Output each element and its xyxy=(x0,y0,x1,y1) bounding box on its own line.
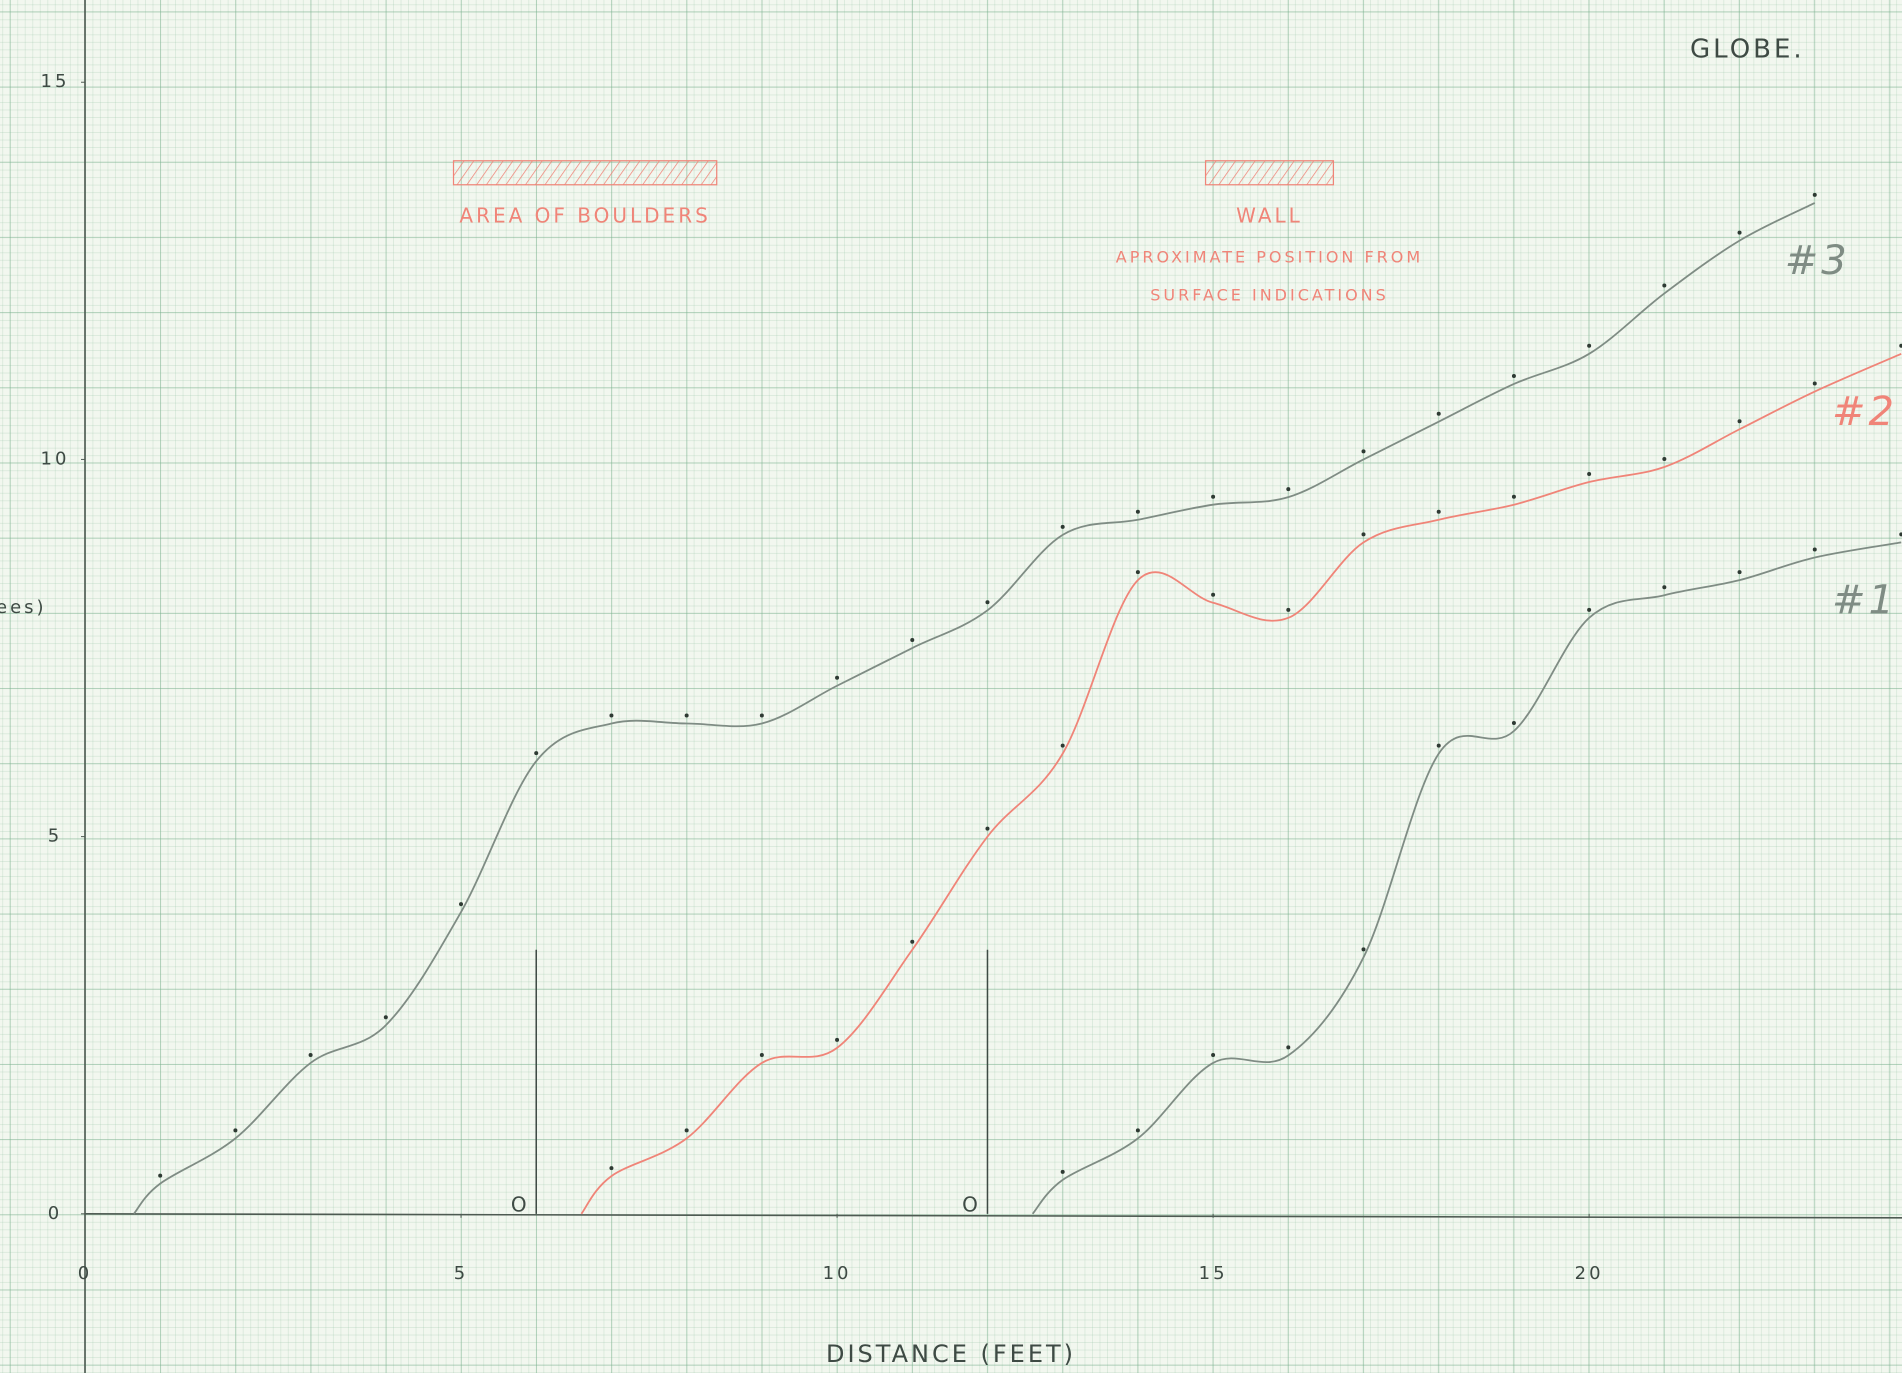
data-point xyxy=(910,940,914,944)
data-point xyxy=(1061,744,1065,748)
reference-label: O xyxy=(511,1192,530,1216)
data-point xyxy=(309,1053,313,1057)
y-tick-label: 10 xyxy=(41,448,70,469)
x-tick-label: 20 xyxy=(1575,1263,1604,1284)
data-point xyxy=(985,827,989,831)
data-point xyxy=(1211,1053,1215,1057)
data-point xyxy=(1136,1128,1140,1132)
data-point xyxy=(233,1128,237,1132)
data-point xyxy=(760,1053,764,1057)
data-point xyxy=(1211,495,1215,499)
x-axis xyxy=(85,1214,1902,1218)
series-label: #1 xyxy=(1832,577,1897,623)
region-hatch xyxy=(1206,161,1334,185)
data-point xyxy=(1662,585,1666,589)
data-point xyxy=(1813,382,1817,386)
series-line xyxy=(1033,542,1902,1213)
data-point xyxy=(384,1015,388,1019)
data-point xyxy=(1061,1170,1065,1174)
data-point xyxy=(1512,495,1516,499)
y-axis-label: ees) xyxy=(0,597,47,618)
x-tick-label: 5 xyxy=(454,1263,468,1284)
data-point xyxy=(1211,593,1215,597)
data-point xyxy=(609,1166,613,1170)
data-point xyxy=(1587,472,1591,476)
data-point xyxy=(1738,570,1742,574)
x-axis-label: DISTANCE (FEET) xyxy=(826,1340,1076,1368)
data-point xyxy=(609,713,613,717)
data-point xyxy=(1362,947,1366,951)
data-point xyxy=(1437,510,1441,514)
data-point xyxy=(1136,570,1140,574)
y-tick-label: 0 xyxy=(48,1203,62,1224)
reference-label: O xyxy=(962,1192,981,1216)
series-label: #3 xyxy=(1785,238,1850,284)
x-tick-label: 15 xyxy=(1199,1263,1228,1284)
page: GLOBE. DISTANCE (FEET) ees) 0 5 10 15 20 0 5 10… xyxy=(0,0,1902,1373)
chart: GLOBE. DISTANCE (FEET) ees) 0 5 10 15 20 0 5 10… xyxy=(0,0,1902,1373)
data-point xyxy=(1437,744,1441,748)
data-point xyxy=(534,751,538,755)
series-label: #2 xyxy=(1832,389,1897,435)
data-point xyxy=(1587,344,1591,348)
chart-title: GLOBE. xyxy=(1690,35,1805,65)
data-point xyxy=(1286,608,1290,612)
data-point xyxy=(1662,457,1666,461)
y-tick-label: 5 xyxy=(48,826,62,847)
data-point xyxy=(985,600,989,604)
region-label: WALL xyxy=(1236,203,1303,227)
data-point xyxy=(1362,449,1366,453)
data-point xyxy=(835,676,839,680)
data-point xyxy=(760,713,764,717)
data-point xyxy=(1813,193,1817,197)
region-hatch xyxy=(454,161,717,185)
data-point xyxy=(1662,283,1666,287)
data-point xyxy=(1738,231,1742,235)
data-point xyxy=(685,713,689,717)
series-line xyxy=(134,203,1815,1214)
data-point xyxy=(835,1038,839,1042)
data-point xyxy=(685,1128,689,1132)
data-point xyxy=(459,902,463,906)
data-point xyxy=(1437,412,1441,416)
data-point xyxy=(158,1174,162,1178)
region-note: SURFACE INDICATIONS xyxy=(1150,285,1389,304)
data-point xyxy=(1286,487,1290,491)
x-tick-label: 0 xyxy=(78,1263,92,1284)
data-point xyxy=(1587,608,1591,612)
data-point xyxy=(1136,510,1140,514)
data-point xyxy=(1362,532,1366,536)
data-point xyxy=(1061,525,1065,529)
y-tick-label: 15 xyxy=(41,71,70,92)
data-point xyxy=(1512,721,1516,725)
region-note: APROXIMATE POSITION FROM xyxy=(1116,247,1423,266)
x-tick-label: 10 xyxy=(823,1263,852,1284)
data-point xyxy=(1738,419,1742,423)
data-point xyxy=(1286,1045,1290,1049)
region-label: AREA OF BOULDERS xyxy=(459,203,710,227)
data-point xyxy=(910,638,914,642)
series-line xyxy=(581,354,1901,1214)
data-point xyxy=(1512,374,1516,378)
data-point xyxy=(1813,547,1817,551)
